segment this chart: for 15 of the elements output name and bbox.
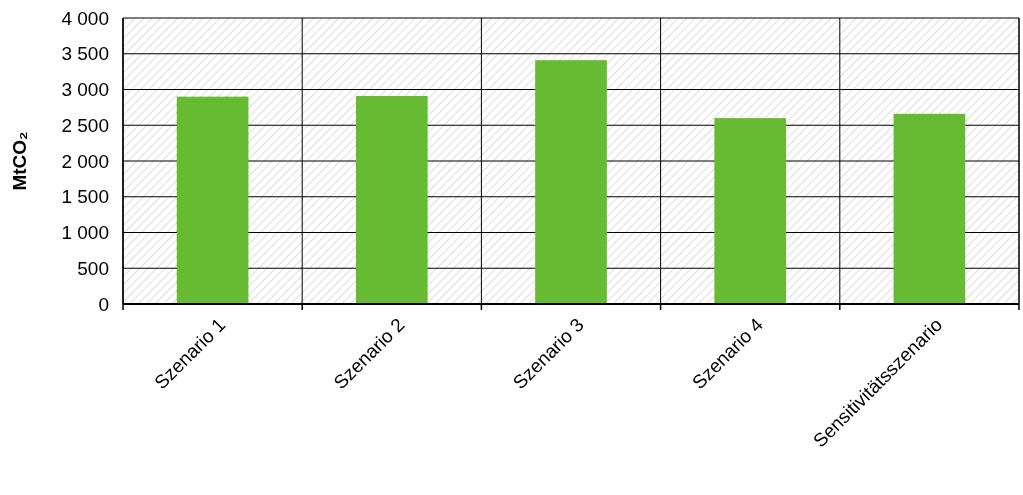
bar [893,113,966,304]
bar [355,95,428,304]
y-axis-title: MtCO₂ [9,131,30,191]
y-tick-label: 3 000 [61,79,109,101]
y-tick-label: 4 000 [61,7,109,29]
y-tick-label: 2 500 [61,114,109,136]
bar [535,60,607,304]
y-tick-label: 0 [98,293,109,315]
y-tick-label: 2 000 [61,150,109,172]
y-tick-label: 500 [77,257,109,279]
y-tick-label: 3 500 [61,43,109,65]
bar [176,96,249,304]
bar [714,118,787,304]
y-tick-label: 1 500 [61,186,109,208]
y-tick-label: 1 000 [61,222,109,244]
